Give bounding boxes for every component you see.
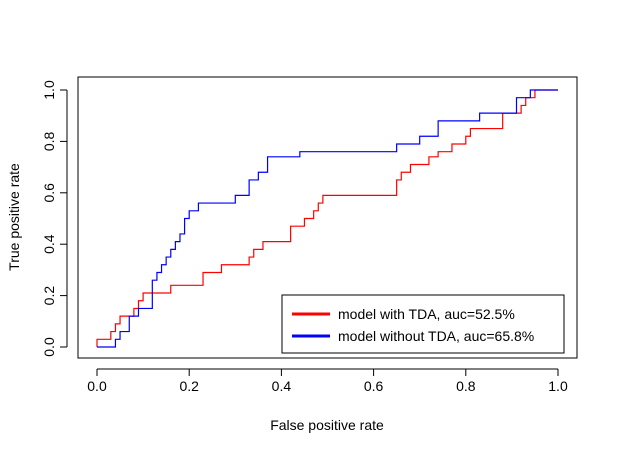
x-tick-label: 0.8 <box>456 378 476 394</box>
y-axis: 0.0 0.2 0.4 0.6 0.8 1.0 <box>41 80 68 357</box>
y-tick-label: 0.6 <box>41 183 57 203</box>
series-lines <box>96 89 558 348</box>
y-tick-label: 0.2 <box>41 286 57 306</box>
legend-box <box>281 294 565 354</box>
plot-frame <box>77 76 578 359</box>
x-tick-label: 0.6 <box>364 378 384 394</box>
y-tick-label: 0.8 <box>41 131 57 151</box>
legend-label-no-tda: model without TDA, auc=65.8% <box>338 328 534 344</box>
y-axis-label: True positive rate <box>6 163 22 271</box>
x-tick-label: 0.0 <box>87 378 107 394</box>
x-tick-label: 1.0 <box>548 378 568 394</box>
y-tick-label: 0.4 <box>41 234 57 254</box>
x-tick-label: 0.4 <box>272 378 292 394</box>
y-tick-label: 1.0 <box>41 80 57 100</box>
x-tick-label: 0.2 <box>179 378 199 394</box>
legend-label-tda: model with TDA, auc=52.5% <box>338 306 515 322</box>
legend: model with TDA, auc=52.5% model without … <box>281 294 565 354</box>
x-axis-label: False positive rate <box>270 417 384 433</box>
x-axis: 0.0 0.2 0.4 0.6 0.8 1.0 <box>87 368 568 394</box>
y-tick-label: 0.0 <box>41 337 57 357</box>
series-line-2 <box>97 89 558 348</box>
